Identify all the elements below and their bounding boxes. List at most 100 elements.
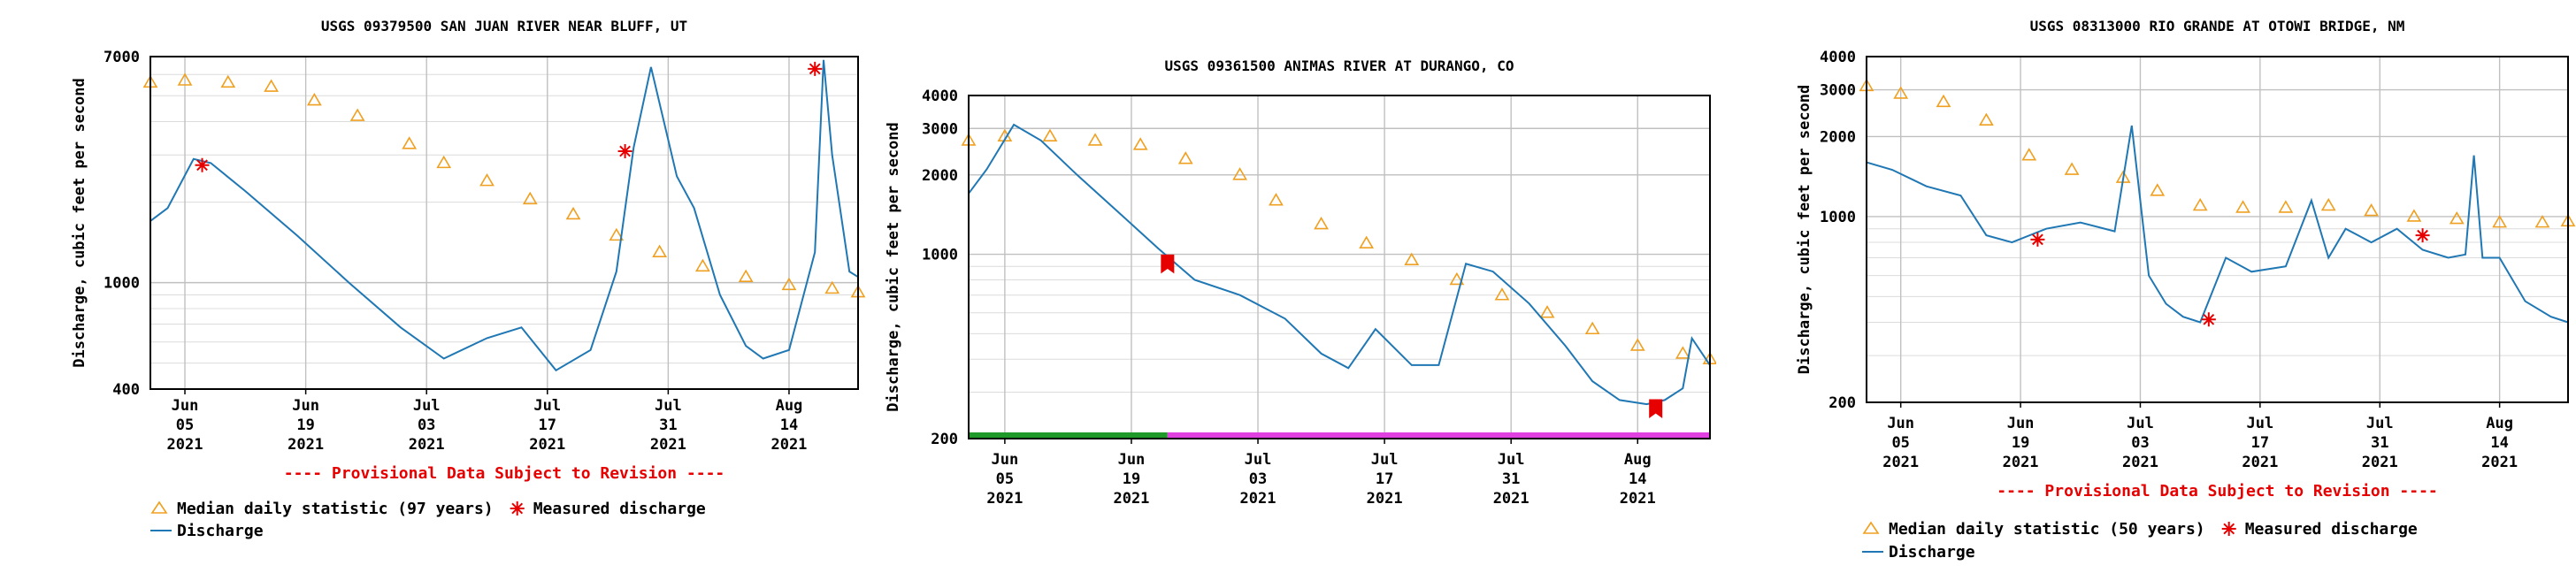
grid: [150, 56, 858, 390]
measured-flag-marker: [1161, 254, 1175, 274]
legend: Median daily statistic (97 years) Measure…: [150, 500, 706, 540]
x-tick-year: 2021: [1240, 490, 1276, 508]
median-marker: [1177, 151, 1193, 164]
legend-median-icon: [1862, 521, 1880, 534]
legend-discharge-label: Discharge: [177, 522, 264, 540]
median-marker: [177, 73, 193, 86]
x-tick-year: 2021: [2003, 454, 2039, 471]
y-tick-label: 3000: [1820, 82, 1856, 100]
x-tick-year: 2021: [288, 436, 324, 454]
provisional-note: ---- Provisional Data Subject to Revisio…: [284, 464, 725, 483]
measured-marker: [195, 157, 210, 172]
x-tick-day: 05: [1891, 434, 1909, 452]
series-none: [968, 123, 1711, 406]
series-triangle: [961, 128, 1718, 365]
x-tick-year: 2021: [2122, 454, 2158, 471]
chart-svg: USGS 09361500 ANIMAS RIVER AT DURANGO, C…: [885, 57, 1718, 508]
series-triangle: [1859, 78, 2576, 228]
median-marker: [1132, 137, 1148, 150]
median-marker: [1978, 112, 1994, 126]
legend-median-icon: [150, 500, 168, 514]
median-marker: [609, 227, 625, 241]
x-tick-day: 17: [2251, 434, 2269, 452]
median-marker: [1232, 167, 1247, 180]
median-marker: [2320, 197, 2336, 211]
measured-marker: [2415, 228, 2430, 243]
x-tick-year: 2021: [1367, 490, 1403, 508]
x-tick-year: 2021: [409, 436, 445, 454]
discharge-line: [1866, 125, 2569, 324]
x-tick-month: Jun: [172, 397, 199, 415]
status-bar-segment: [1167, 432, 1710, 439]
y-tick-label: 2000: [922, 167, 958, 185]
plot-frame: [968, 95, 1711, 439]
y-tick-label: 1000: [1820, 209, 1856, 226]
x-tick-day: 14: [1629, 470, 1646, 488]
grid: [969, 95, 1710, 439]
legend-discharge-label: Discharge: [1889, 543, 1975, 562]
x-tick-month: Aug: [776, 397, 803, 415]
median-marker: [2150, 183, 2166, 196]
y-tick-label: 4000: [1820, 49, 1856, 66]
x-tick-day: 17: [1376, 470, 1393, 488]
median-marker: [2235, 200, 2250, 213]
median-marker: [652, 244, 668, 257]
plot-frame: [1866, 56, 2569, 403]
median-marker: [1042, 128, 1058, 141]
series-asterisk: [195, 61, 823, 172]
y-tick-label: 200: [1828, 394, 1856, 412]
median-marker: [781, 277, 797, 291]
x-tick-day: 31: [659, 416, 677, 434]
median-marker: [1087, 133, 1103, 146]
x-tick-month: Jul: [2246, 415, 2273, 432]
median-marker: [1314, 216, 1329, 230]
x-tick-day: 31: [2371, 434, 2388, 452]
x-tick-day: 31: [1502, 470, 1520, 488]
x-tick-month: Aug: [1624, 451, 1652, 469]
x-tick-year: 2021: [2242, 454, 2278, 471]
median-marker: [349, 108, 365, 121]
median-marker: [1584, 321, 1600, 335]
median-marker: [2192, 197, 2208, 211]
grid: [1867, 56, 2568, 403]
median-marker: [2021, 148, 2037, 161]
median-marker: [306, 92, 322, 106]
median-marker: [2492, 215, 2508, 228]
status-bar-segment: [969, 432, 1168, 439]
x-tick-month: Jun: [292, 397, 319, 415]
median-marker: [2278, 200, 2294, 213]
y-tick-label: 7000: [104, 49, 140, 66]
median-marker: [824, 280, 840, 294]
x-tick-day: 03: [2131, 434, 2149, 452]
measured-marker: [2201, 312, 2216, 327]
y-tick-label: 2000: [1820, 128, 1856, 146]
median-marker: [479, 173, 494, 187]
x-tick-month: Jun: [1887, 415, 1914, 432]
measured-marker: [2030, 232, 2045, 247]
median-marker: [2534, 215, 2550, 228]
x-tick-month: Jun: [992, 451, 1019, 469]
x-tick-year: 2021: [1493, 490, 1530, 508]
x-tick-day: 14: [2490, 434, 2508, 452]
x-tick-month: Jul: [2366, 415, 2394, 432]
discharge-line: [150, 59, 859, 372]
x-tick-month: Jun: [2007, 415, 2035, 432]
median-marker: [402, 136, 418, 149]
y-axis-label: Discharge, cubic feet per second: [1796, 85, 1813, 375]
series-none: [1866, 125, 2569, 324]
chart-svg: USGS 09379500 SAN JUAN RIVER NEAR BLUFF,…: [71, 18, 866, 540]
x-tick-month: Jul: [1245, 451, 1272, 469]
x-tick-day: 05: [176, 416, 194, 434]
x-tick-year: 2021: [1620, 490, 1656, 508]
x-tick-month: Jul: [1498, 451, 1525, 469]
median-marker: [1404, 252, 1420, 265]
x-tick-day: 19: [1123, 470, 1140, 488]
legend-median-label: Median daily statistic (97 years): [177, 500, 494, 518]
median-marker: [1893, 86, 1909, 99]
median-marker: [2406, 209, 2422, 222]
median-marker: [220, 74, 236, 88]
discharge-line: [968, 123, 1711, 406]
plot-frame: [150, 56, 859, 390]
chart-title: USGS 09379500 SAN JUAN RIVER NEAR BLUFF,…: [321, 18, 687, 34]
measured-marker: [617, 144, 632, 158]
